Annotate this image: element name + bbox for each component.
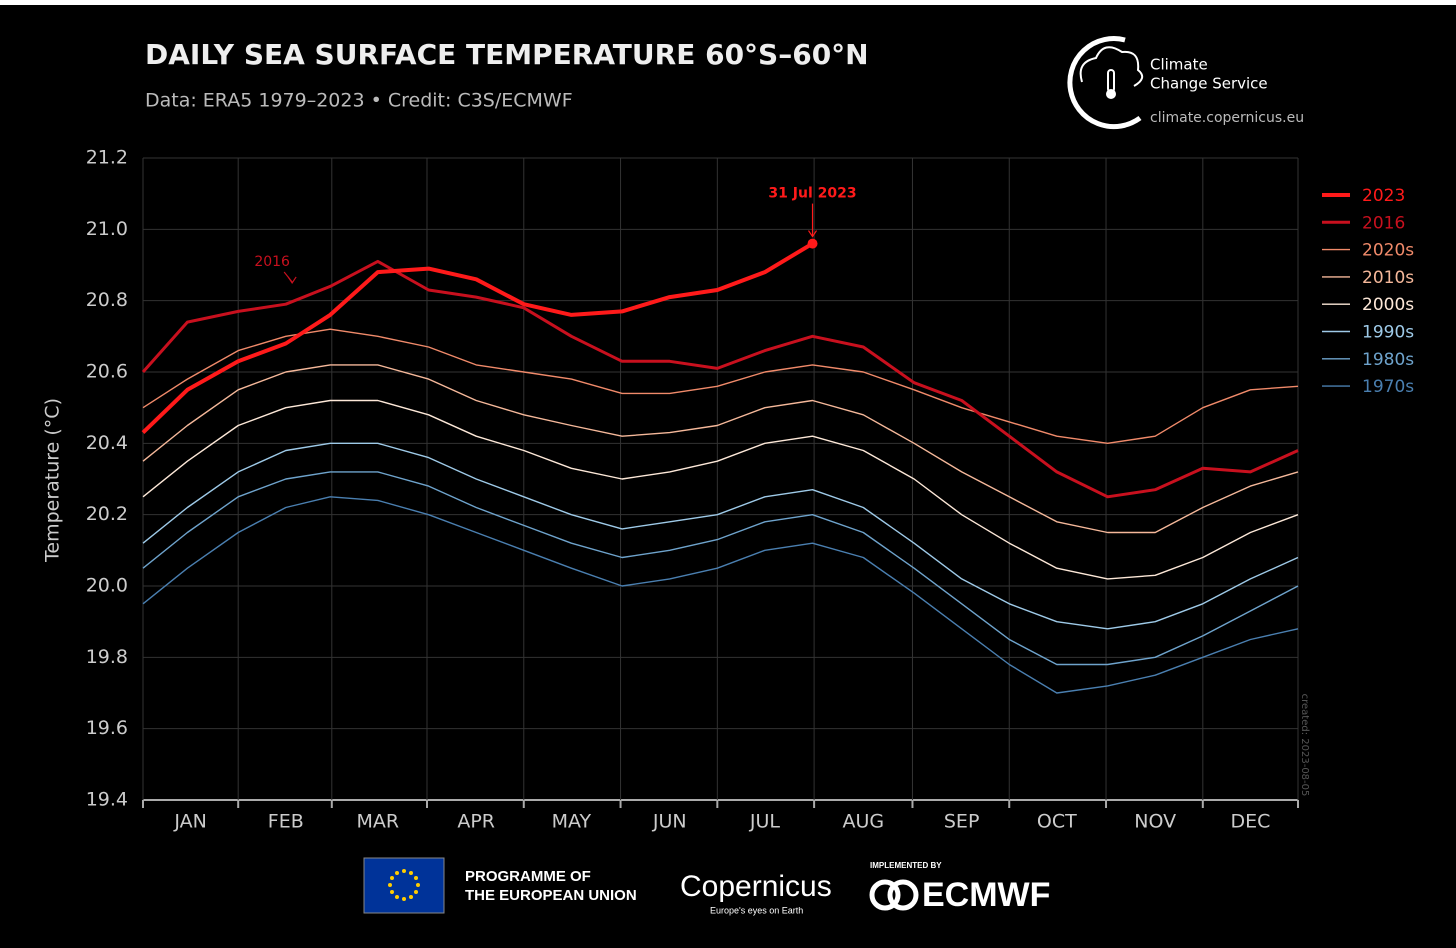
chart-title: DAILY SEA SURFACE TEMPERATURE 60°S–60°N: [145, 38, 869, 71]
series-line: [142, 471, 1299, 666]
y-tick-label: 20.4: [86, 432, 128, 454]
x-tick-label: NOV: [1134, 811, 1176, 833]
implemented-by: IMPLEMENTED BY: [870, 861, 942, 870]
y-tick-label: 20.6: [86, 361, 128, 383]
y-tick-label: 20.8: [86, 289, 128, 311]
eu-text: THE EUROPEAN UNION: [465, 887, 637, 904]
y-tick-label: 21.0: [86, 218, 128, 240]
copernicus-tagline: Europe's eyes on Earth: [710, 905, 803, 915]
copernicus-logo: Copernicus: [680, 870, 832, 903]
x-tick-label: JUN: [652, 811, 687, 833]
logo-cloud: [1079, 46, 1144, 87]
brand-line: Change Service: [1150, 75, 1268, 93]
ecmwf-mark: [887, 879, 919, 911]
x-tick-label: APR: [457, 811, 495, 833]
annotation: 31 Jul 2023: [768, 186, 856, 202]
legend-label: 2016: [1362, 213, 1405, 233]
series-line: [142, 496, 1299, 694]
series-line: [142, 328, 1299, 444]
top-border: [0, 0, 1456, 5]
y-tick-label: 20.2: [86, 503, 128, 525]
series-line: [142, 364, 1299, 534]
eu-text: PROGRAMME OF: [465, 868, 591, 885]
c3s-logo: [1067, 36, 1144, 130]
y-tick-label: 19.6: [86, 717, 128, 739]
legend-label: 1990s: [1362, 323, 1414, 343]
logo-bulb: [1106, 89, 1116, 99]
chart-subtitle: Data: ERA5 1979–2023 • Credit: C3S/ECMWF: [145, 90, 573, 112]
series-line: [141, 259, 1299, 499]
x-tick-label: MAY: [552, 811, 592, 833]
y-axis-label: Temperature (°C): [42, 398, 64, 563]
series-line: [141, 241, 814, 435]
legend-label: 2023: [1362, 186, 1405, 206]
x-tick-label: FEB: [268, 811, 304, 833]
x-tick-label: MAR: [357, 811, 400, 833]
x-tick-label: DEC: [1230, 811, 1270, 833]
y-tick-label: 19.4: [86, 789, 128, 811]
end-point: [807, 238, 818, 249]
legend-label: 1970s: [1362, 377, 1414, 397]
eu-stars: [388, 869, 420, 901]
legend-label: 2010s: [1362, 268, 1414, 288]
y-tick-label: 20.0: [86, 575, 128, 597]
legend-label: 2000s: [1362, 295, 1414, 315]
series-line: [142, 399, 1299, 580]
x-tick-label: OCT: [1037, 811, 1077, 833]
y-tick-label: 19.8: [86, 646, 128, 668]
brand-url: climate.copernicus.eu: [1150, 110, 1304, 126]
eu-flag: [363, 857, 445, 914]
series-line: [142, 442, 1299, 630]
x-tick-label: AUG: [842, 811, 884, 833]
annotation-arrowhead: [808, 230, 818, 238]
annotation-arrowhead: [287, 276, 297, 285]
x-tick-label: SEP: [944, 811, 980, 833]
logo-arc: [1067, 36, 1142, 130]
y-tick-label: 21.2: [86, 147, 128, 169]
ecmwf-mark: [869, 879, 901, 911]
ecmwf-logo: ECMWF: [922, 876, 1050, 914]
brand-line: Climate: [1150, 56, 1208, 74]
legend-label: 2020s: [1362, 241, 1414, 261]
created-note: created: 2023-08-05: [1299, 694, 1310, 797]
legend-label: 1980s: [1362, 350, 1414, 370]
x-tick-label: JUL: [749, 811, 781, 833]
x-tick-label: JAN: [173, 811, 206, 833]
annotation: 2016: [254, 254, 290, 270]
